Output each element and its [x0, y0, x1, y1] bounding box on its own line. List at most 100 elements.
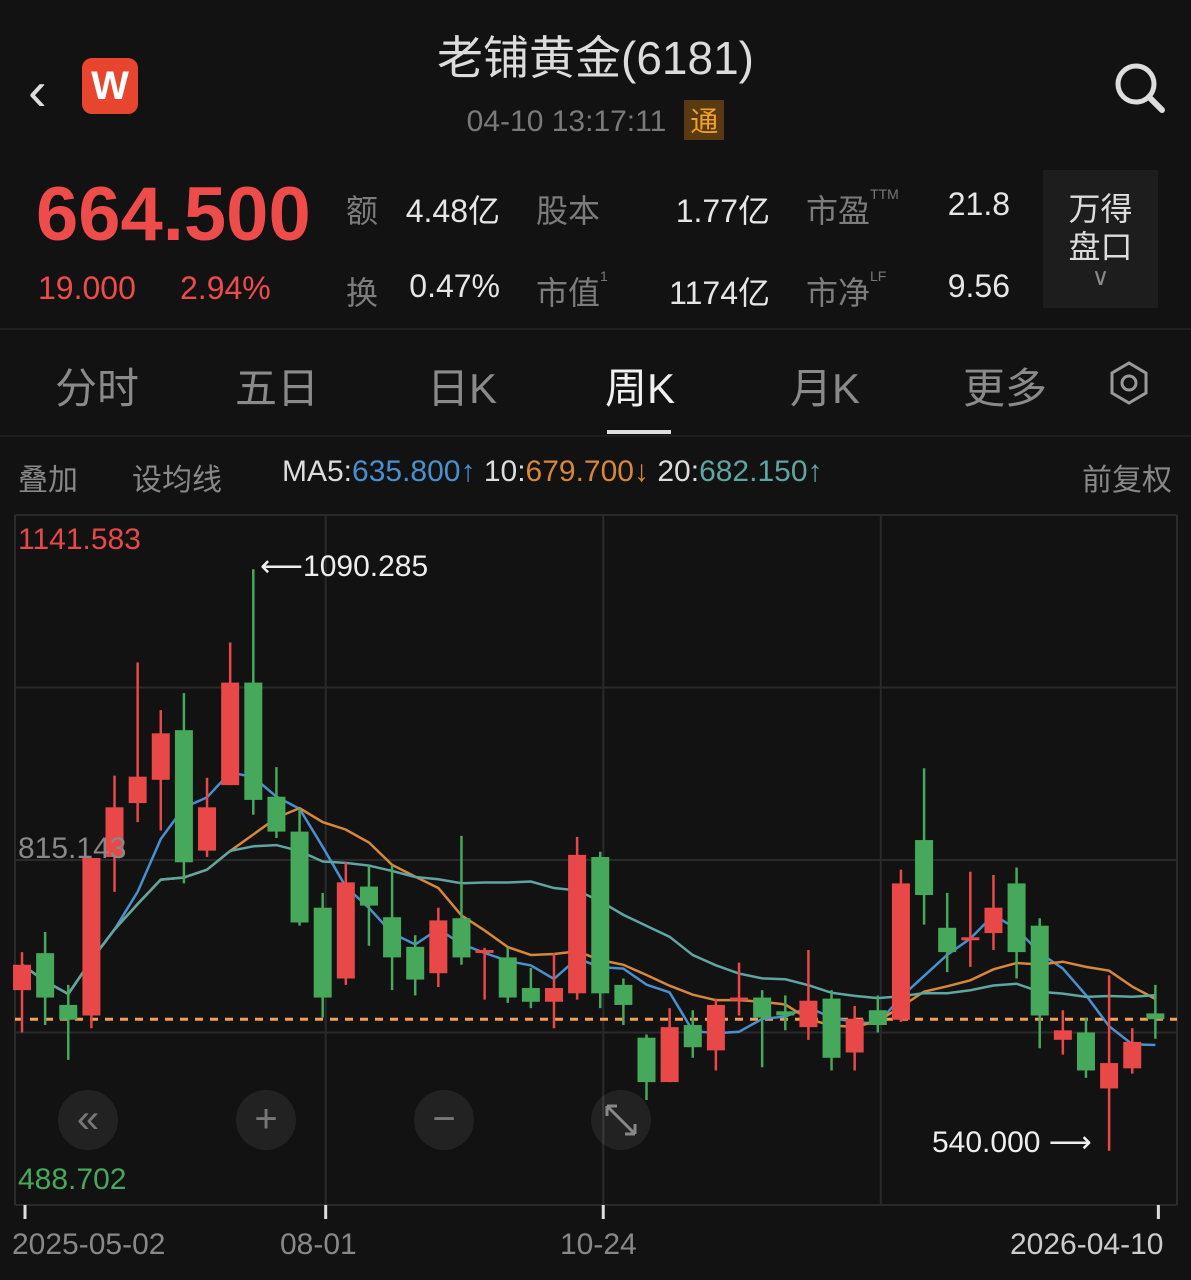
candle-down — [59, 1004, 78, 1020]
divider — [0, 435, 1191, 437]
candle-down — [614, 984, 633, 1005]
low-value: 540.000 — [932, 1126, 1041, 1159]
candle-up — [730, 997, 749, 1001]
stat-value-shares: 1.77亿 — [675, 193, 770, 229]
candle-up — [336, 882, 355, 979]
tab-intraday[interactable]: 分时 — [54, 365, 139, 412]
ma20-line — [21, 843, 1156, 1000]
high-annotation: ⟵1090.285 — [260, 550, 429, 583]
candle-down — [1076, 1032, 1095, 1071]
candle-down — [1007, 883, 1026, 953]
x-label-oct: 10-24 — [560, 1228, 637, 1261]
quote-time: 04-10 13:17:11 — [466, 105, 667, 138]
candle-down — [753, 997, 772, 1018]
candle-down — [36, 953, 55, 998]
candle-down — [498, 957, 517, 998]
mktcap-label: 市值 — [536, 275, 601, 311]
tab-monthly-k[interactable]: 月K — [789, 365, 860, 412]
candle-up — [429, 920, 448, 974]
pb-sup: LF — [870, 268, 887, 284]
last-price: 664.500 — [36, 172, 311, 257]
candle-down — [359, 886, 378, 906]
candle-down — [938, 927, 957, 953]
candle-up — [544, 988, 563, 1002]
app-logo: W — [82, 58, 138, 114]
stat-label-pe: 市盈TTM — [806, 186, 899, 232]
x-label-start: 2025-05-02 — [12, 1228, 166, 1261]
quote-time-row: 04-10 13:17:11 通 — [0, 100, 1191, 140]
candles — [13, 569, 1165, 1151]
stat-label-mktcap: 市值1 — [536, 268, 608, 314]
candle-up — [1100, 1063, 1119, 1089]
tab-five-day[interactable]: 五日 — [234, 365, 319, 412]
tab-more[interactable]: 更多 — [962, 365, 1047, 412]
mktcap-sup: 1 — [600, 268, 608, 284]
candle-up — [82, 858, 101, 1016]
stat-value-amount: 4.48亿 — [405, 193, 500, 229]
high-value: 1090.285 — [303, 550, 429, 583]
ma-legend: MA5:635.800↑ 10:679.700↓ 20:682.150↑ — [282, 455, 823, 489]
set-ma-button[interactable]: 设均线 — [132, 464, 222, 497]
fullscreen-button[interactable] — [591, 1090, 651, 1150]
zoom-out-button[interactable]: − — [414, 1090, 474, 1150]
candle-up — [221, 682, 240, 786]
back-button[interactable]: ‹ — [28, 58, 47, 123]
pe-sup: TTM — [870, 186, 899, 202]
x-label-aug: 08-01 — [280, 1228, 357, 1261]
expand-icon — [605, 1104, 637, 1136]
connect-badge: 通 — [684, 100, 725, 140]
ma5-value: 635.800↑ — [352, 455, 476, 488]
candle-down — [868, 1010, 887, 1026]
candle-down — [637, 1037, 656, 1083]
stat-label-pb: 市净LF — [806, 268, 886, 314]
price-change: 19.000 — [38, 270, 136, 306]
candle-up — [568, 854, 587, 994]
wind-line2: 盘口 — [1068, 229, 1133, 265]
wind-line1: 万得 — [1068, 191, 1133, 227]
ma20-value: 682.150↑ — [699, 455, 823, 488]
candle-down — [521, 988, 540, 1002]
divider — [0, 328, 1191, 330]
search-icon — [1115, 63, 1165, 113]
wind-orderbook-button[interactable]: 万得 盘口 ∨ — [1043, 170, 1158, 308]
candle-down — [822, 998, 841, 1058]
scroll-left-button[interactable]: « — [58, 1090, 118, 1150]
candle-down — [1030, 925, 1049, 1016]
chevron-down-icon: ∨ — [1091, 264, 1110, 291]
chart-settings-button[interactable] — [1106, 360, 1152, 411]
candle-down — [1146, 1013, 1165, 1020]
price-change-pct: 2.94% — [180, 270, 271, 306]
stat-label-turnover: 换 — [346, 275, 379, 311]
pe-label: 市盈 — [806, 193, 871, 229]
hexagon-gear-icon — [1110, 361, 1148, 405]
stat-label-shares: 股本 — [536, 193, 601, 229]
stat-value-pb: 9.56 — [947, 268, 1010, 304]
candle-up — [799, 1000, 818, 1028]
zoom-in-button[interactable]: + — [236, 1090, 296, 1150]
search-button[interactable] — [1112, 60, 1168, 121]
adjust-button[interactable]: 前复权 — [1082, 464, 1172, 497]
y-max-label: 1141.583 — [18, 523, 141, 556]
ma20-label: 20: — [657, 455, 700, 488]
ma10-value: 679.700↓ — [525, 455, 649, 488]
candle-up — [845, 1018, 864, 1053]
chevron-left-icon: ‹ — [28, 59, 47, 122]
candle-down — [244, 682, 263, 800]
candle-down — [683, 1025, 702, 1048]
tab-daily-k[interactable]: 日K — [426, 365, 497, 412]
overlay-button[interactable]: 叠加 — [18, 464, 78, 497]
candle-up — [128, 776, 147, 804]
candle-up — [105, 807, 124, 857]
candle-down — [267, 796, 286, 832]
stat-label-amount: 额 — [346, 193, 379, 229]
y-min-label: 488.702 — [18, 1163, 127, 1196]
stat-value-turnover: 0.47% — [409, 268, 500, 304]
candle-down — [174, 730, 193, 863]
low-annotation: 540.000 ⟶ — [932, 1126, 1092, 1159]
tab-weekly-k[interactable]: 周K — [604, 365, 675, 412]
ma10-label: 10: — [483, 455, 526, 488]
candle-up — [984, 907, 1003, 934]
candle-up — [660, 1027, 679, 1083]
candle-down — [313, 907, 332, 998]
